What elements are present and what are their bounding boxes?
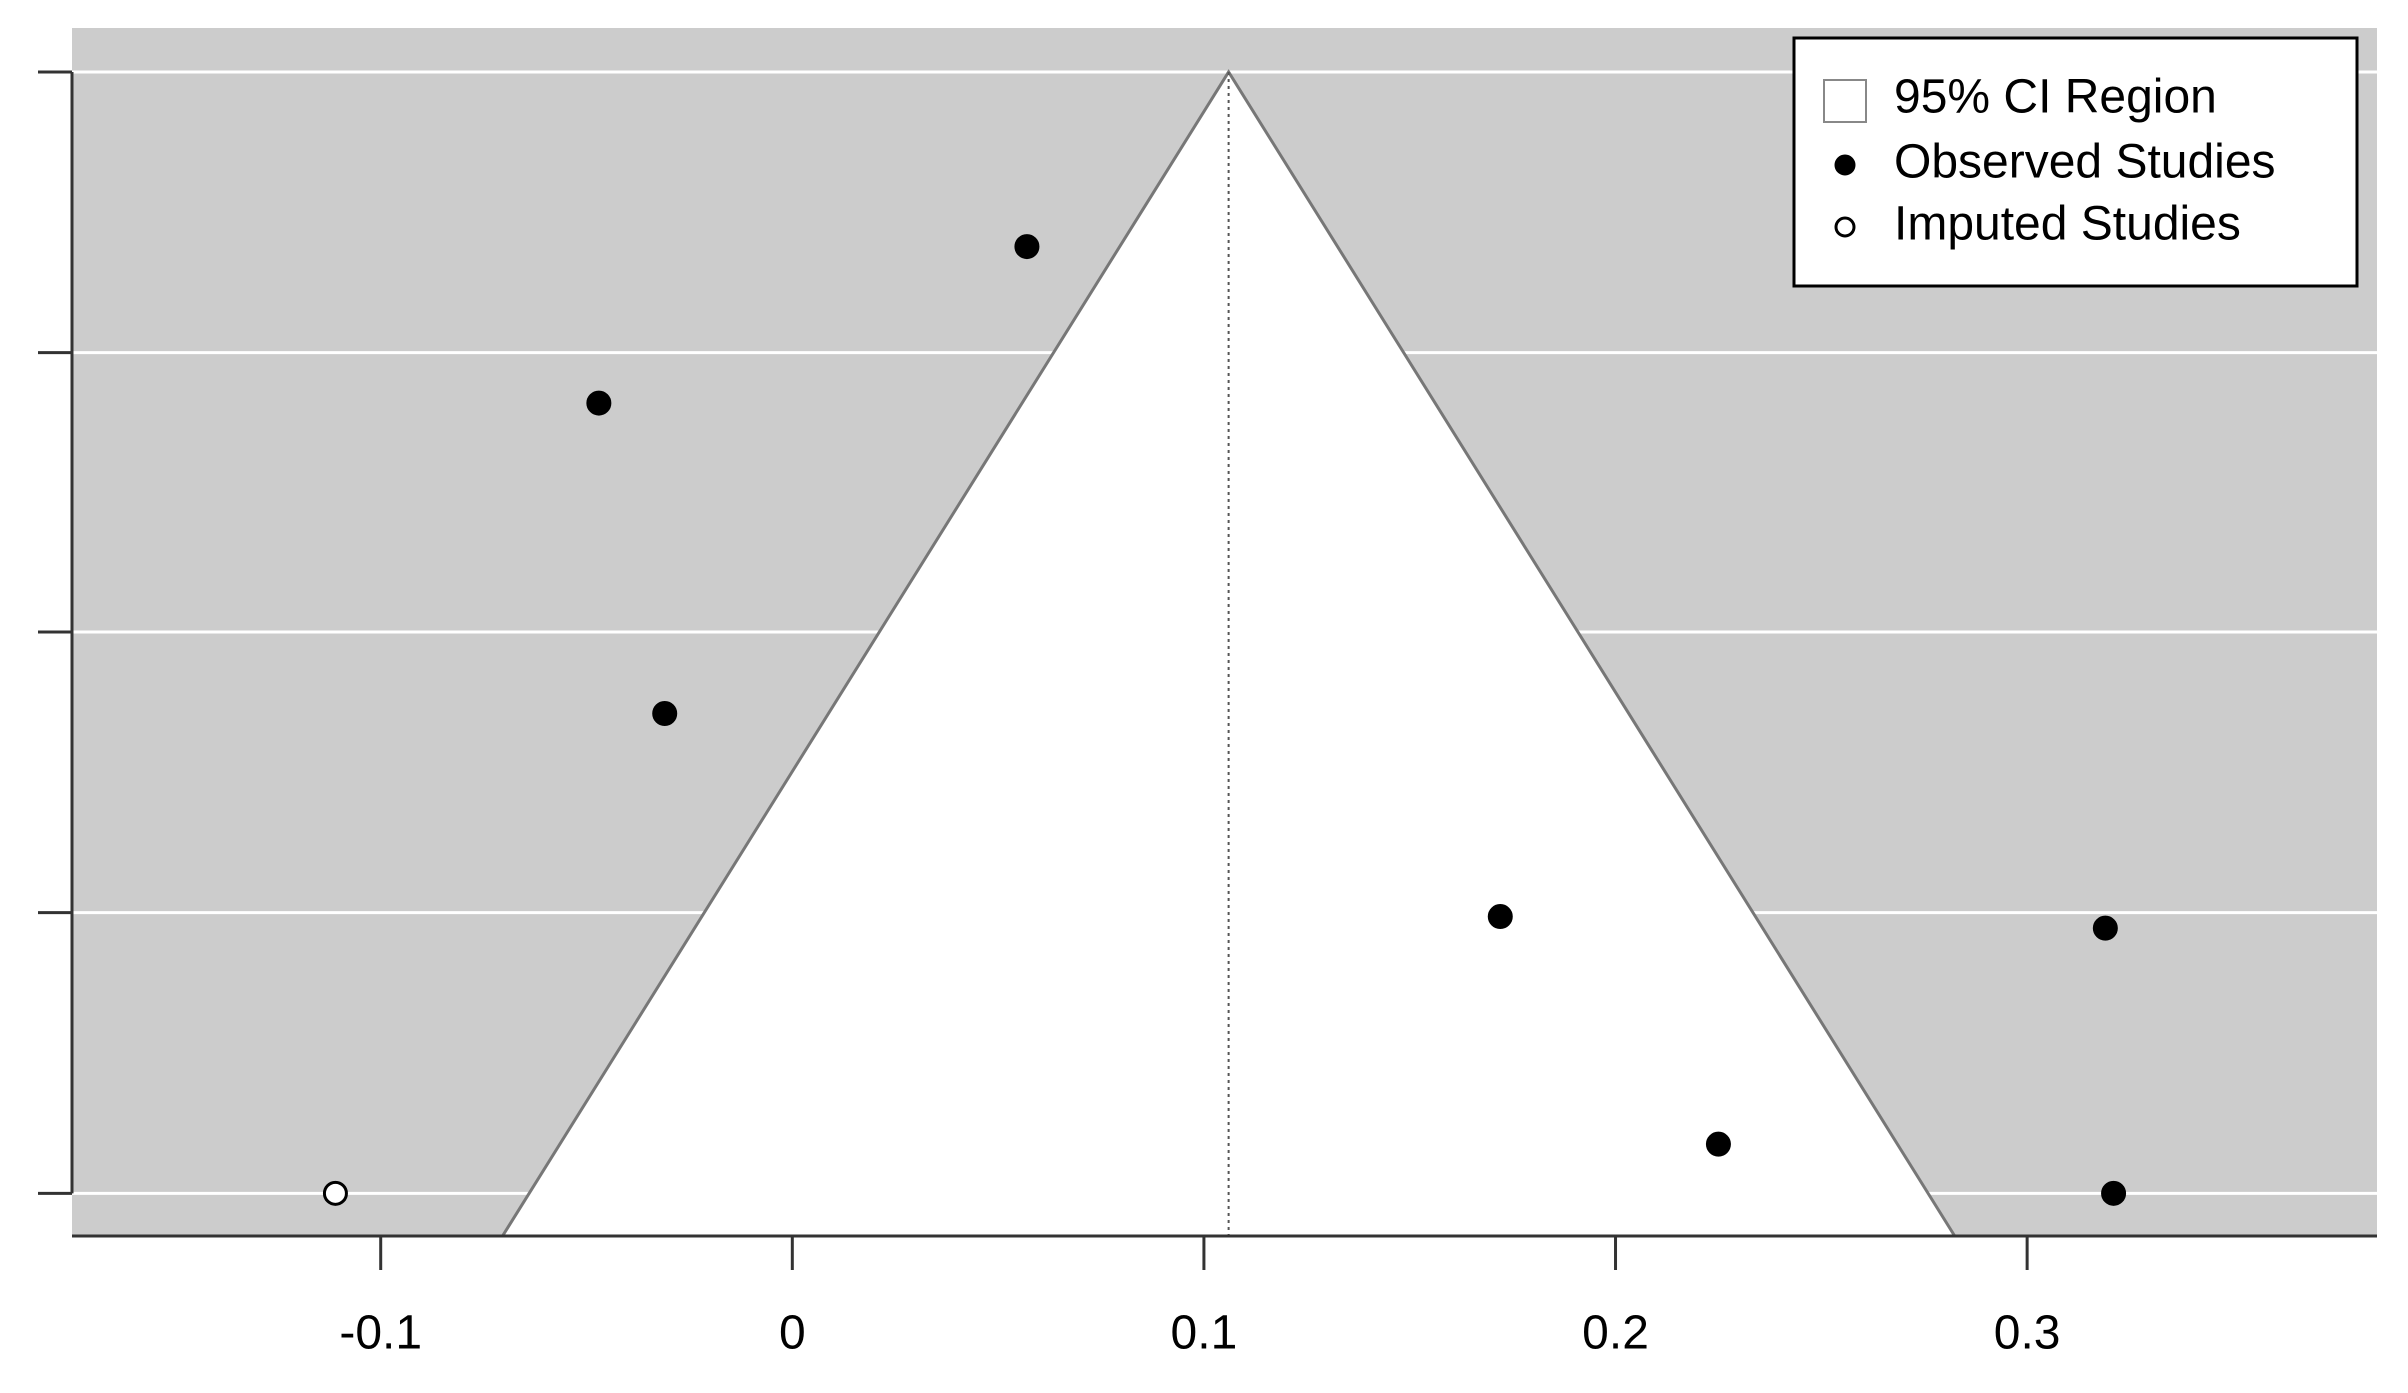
legend-label: Imputed Studies [1894, 198, 2241, 251]
study-point [1705, 1131, 1731, 1157]
x-tick-label: 0.1 [1171, 1307, 1238, 1360]
legend-box [1792, 36, 2359, 288]
legend-label: 95% CI Region [1894, 71, 2217, 124]
study-point [1014, 234, 1040, 260]
legend-label: Observed Studies [1894, 136, 2276, 189]
study-point [586, 390, 612, 416]
study-point [1487, 904, 1513, 930]
x-tick-label: 0 [779, 1307, 806, 1360]
study-point [322, 1180, 348, 1206]
x-tick-label: 0.2 [1582, 1307, 1649, 1360]
study-point [652, 700, 678, 726]
x-tick-label: 0.3 [1994, 1307, 2061, 1360]
study-point [2092, 915, 2118, 941]
x-tick-label: -0.1 [339, 1307, 422, 1360]
legend-swatch [1823, 79, 1867, 123]
legend-marker [1834, 216, 1856, 238]
study-point [2101, 1180, 2127, 1206]
legend-marker [1834, 154, 1856, 176]
